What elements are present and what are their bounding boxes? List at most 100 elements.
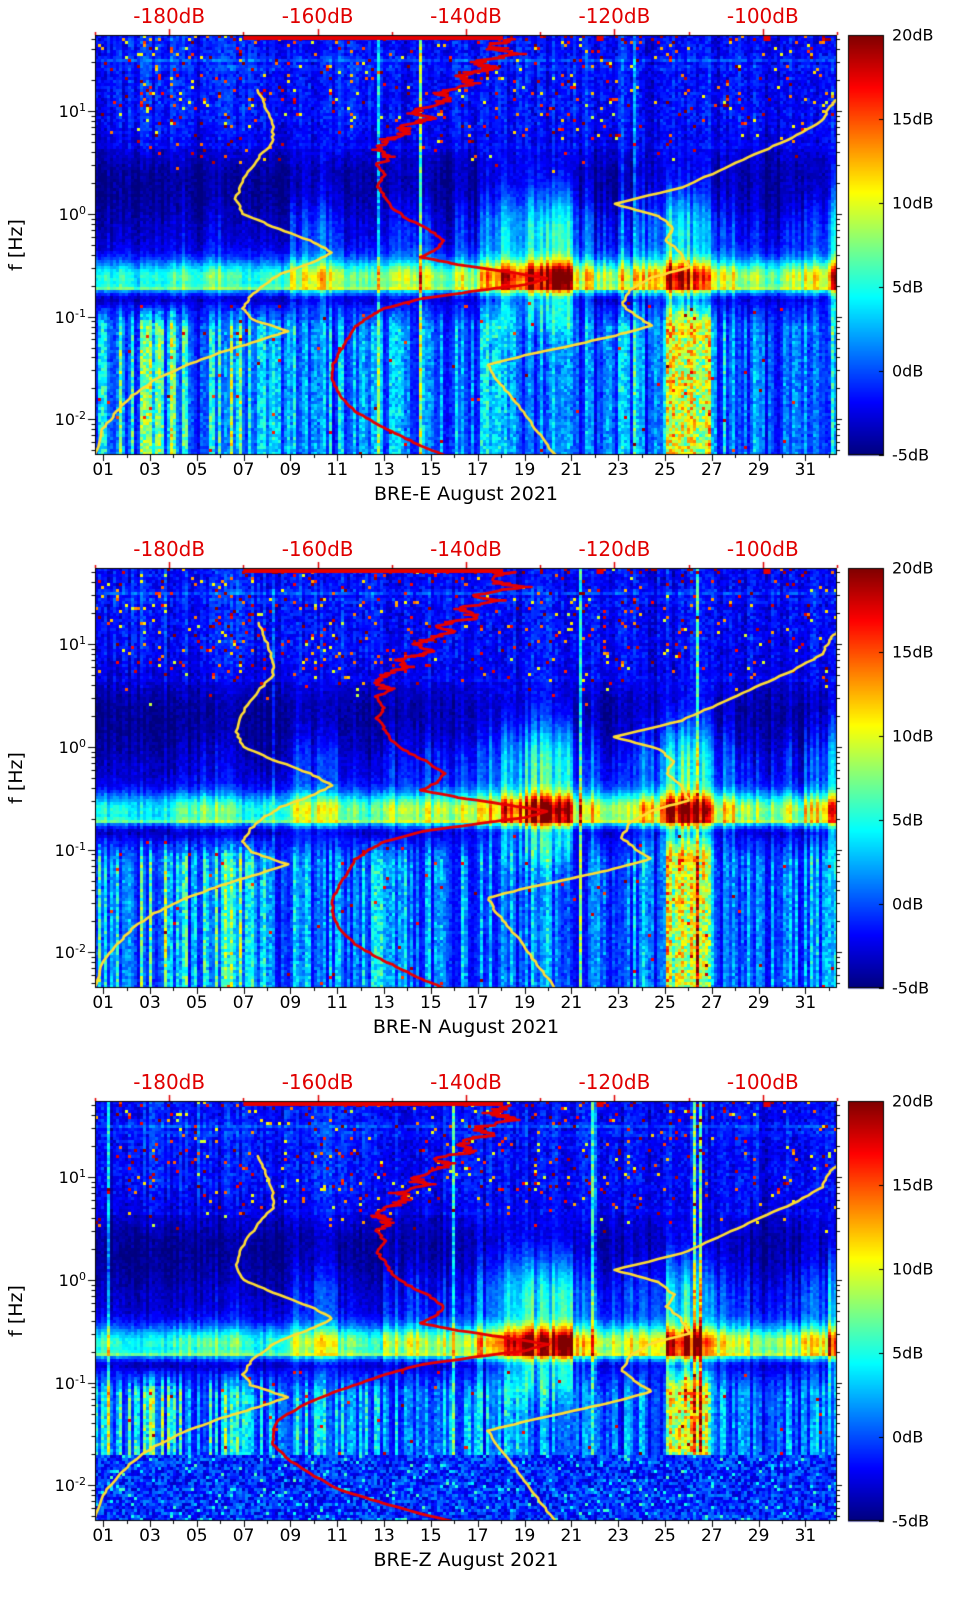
colorbar-tick-label: 10dB — [892, 726, 934, 746]
top-axis-label: -120dB — [578, 4, 651, 28]
top-axis-label: -180dB — [133, 1070, 206, 1094]
y-tick-exponent: -1 — [75, 1372, 86, 1386]
y-tick-label: 101 — [59, 101, 86, 121]
y-tick-base: 10 — [54, 1373, 76, 1393]
colorbar-tick-label: 20dB — [892, 25, 934, 45]
x-axis-title-bre-e: BRE-E August 2021 — [373, 483, 559, 505]
spectrogram-canvas-bre-z — [0, 1066, 962, 1599]
top-axis-label: -120dB — [578, 537, 651, 561]
y-tick-exponent: 1 — [79, 1166, 86, 1180]
x-tick-label: 03 — [139, 1526, 161, 1546]
y-axis-label: f [Hz] — [5, 752, 27, 804]
x-tick-label: 23 — [607, 460, 629, 480]
x-tick-label: 21 — [560, 460, 583, 480]
x-tick-label: 13 — [373, 1526, 395, 1546]
y-tick-exponent: -2 — [75, 409, 86, 423]
y-tick-base: 10 — [54, 943, 76, 963]
y-tick-base: 10 — [54, 1476, 76, 1496]
y-tick-label: 100 — [59, 1270, 86, 1290]
y-tick-exponent: -2 — [75, 1475, 86, 1489]
top-axis-label: -100dB — [726, 4, 799, 28]
x-tick-label: 01 — [92, 460, 115, 480]
y-tick-exponent: 0 — [79, 1269, 86, 1283]
y-tick-base: 10 — [54, 410, 76, 430]
y-tick-exponent: 1 — [79, 100, 86, 114]
top-axis-label: -140dB — [430, 537, 502, 561]
x-tick-label: 03 — [139, 993, 161, 1013]
x-tick-label: 25 — [654, 1526, 676, 1546]
x-tick-label: 15 — [420, 460, 442, 480]
x-tick-label: 25 — [654, 460, 676, 480]
y-tick-exponent: 1 — [79, 633, 86, 647]
x-tick-label: 09 — [279, 460, 302, 480]
colorbar-tick-label: 0dB — [892, 894, 924, 914]
panel-bre-e: f [Hz] BRE-E August 2021 -180dB -160dB -14… — [0, 0, 962, 533]
top-axis-label: -140dB — [430, 1070, 502, 1094]
y-tick-label: 101 — [59, 634, 86, 654]
y-tick-base: 10 — [54, 840, 76, 860]
panel-bre-z: f [Hz] BRE-Z August 2021 -180dB -160dB -14… — [0, 1066, 962, 1599]
x-tick-label: 25 — [654, 993, 676, 1013]
x-tick-label: 21 — [560, 1526, 583, 1546]
y-axis-label: f [Hz] — [5, 219, 27, 271]
y-tick-label: 100 — [59, 204, 86, 224]
y-tick-base: 10 — [54, 307, 76, 327]
x-tick-label: 19 — [513, 993, 536, 1013]
colorbar-tick-label: 15dB — [892, 109, 934, 129]
y-axis-label: f [Hz] — [5, 1285, 27, 1337]
x-tick-label: 13 — [373, 460, 395, 480]
x-tick-label: 17 — [466, 1526, 489, 1546]
x-tick-label: 03 — [139, 460, 161, 480]
x-tick-label: 27 — [700, 460, 723, 480]
x-tick-label: 11 — [326, 460, 349, 480]
x-tick-label: 23 — [607, 1526, 629, 1546]
x-tick-label: 09 — [279, 993, 302, 1013]
y-tick-label: 10-2 — [55, 1475, 86, 1495]
colorbar-tick-label: -5dB — [892, 445, 930, 465]
x-tick-label: 01 — [92, 993, 115, 1013]
y-tick-exponent: 0 — [79, 203, 86, 217]
x-tick-label: 19 — [513, 1526, 536, 1546]
x-tick-label: 05 — [185, 460, 208, 480]
top-axis-label: -180dB — [133, 537, 206, 561]
top-axis-label: -100dB — [726, 1070, 799, 1094]
x-tick-label: 29 — [747, 993, 770, 1013]
x-tick-label: 15 — [420, 1526, 442, 1546]
x-axis-title-bre-n: BRE-N August 2021 — [372, 1016, 560, 1038]
x-tick-label: 11 — [326, 993, 349, 1013]
y-tick-base: 10 — [58, 102, 79, 122]
y-tick-base: 10 — [58, 1168, 79, 1188]
colorbar-tick-label: 20dB — [892, 558, 934, 578]
top-axis-label: -100dB — [726, 537, 799, 561]
colorbar-tick-label: 5dB — [892, 1343, 924, 1363]
y-tick-label: 10-1 — [55, 839, 86, 859]
x-tick-label: 07 — [232, 993, 255, 1013]
colorbar-tick-label: 0dB — [892, 1427, 924, 1447]
y-tick-exponent: 0 — [79, 736, 86, 750]
y-tick-label: 101 — [59, 1167, 86, 1187]
x-tick-label: 11 — [326, 1526, 349, 1546]
x-tick-label: 13 — [373, 993, 395, 1013]
x-tick-label: 19 — [513, 460, 536, 480]
top-axis-label: -120dB — [578, 1070, 651, 1094]
y-tick-label: 10-1 — [55, 1372, 86, 1392]
x-tick-label: 29 — [747, 460, 770, 480]
x-tick-label: 31 — [794, 993, 817, 1013]
x-tick-label: 27 — [700, 1526, 723, 1546]
y-tick-label: 100 — [59, 737, 86, 757]
y-tick-label: 10-2 — [55, 409, 86, 429]
x-tick-label: 31 — [794, 460, 817, 480]
top-axis-label: -160dB — [281, 4, 354, 28]
y-tick-exponent: -1 — [75, 839, 86, 853]
spectrogram-canvas-bre-n — [0, 533, 962, 1066]
x-tick-label: 23 — [607, 993, 629, 1013]
y-tick-base: 10 — [58, 1270, 79, 1290]
colorbar-tick-label: 0dB — [892, 361, 924, 381]
x-tick-label: 09 — [279, 1526, 302, 1546]
colorbar-tick-label: 5dB — [892, 810, 924, 830]
colorbar-tick-label: 5dB — [892, 277, 924, 297]
y-tick-base: 10 — [58, 635, 79, 655]
colorbar-tick-label: 15dB — [892, 642, 934, 662]
colorbar-tick-label: 10dB — [892, 193, 934, 213]
y-tick-exponent: -1 — [75, 306, 86, 320]
